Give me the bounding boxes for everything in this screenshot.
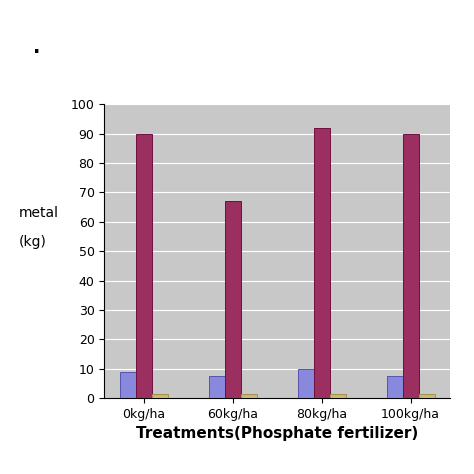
Text: .: . [33, 38, 41, 57]
Bar [136, 134, 152, 398]
Bar [402, 134, 419, 398]
Bar [387, 376, 402, 398]
Bar [209, 376, 225, 398]
Text: (kg): (kg) [19, 235, 47, 249]
Bar [330, 394, 346, 398]
Bar [314, 128, 330, 398]
Bar [298, 369, 314, 398]
Bar [152, 394, 168, 398]
Bar [225, 201, 241, 398]
Bar [419, 394, 435, 398]
Bar [120, 372, 136, 398]
X-axis label: Treatments(Phosphate fertilizer): Treatments(Phosphate fertilizer) [136, 427, 419, 441]
Bar [241, 394, 257, 398]
Text: metal: metal [19, 206, 59, 220]
